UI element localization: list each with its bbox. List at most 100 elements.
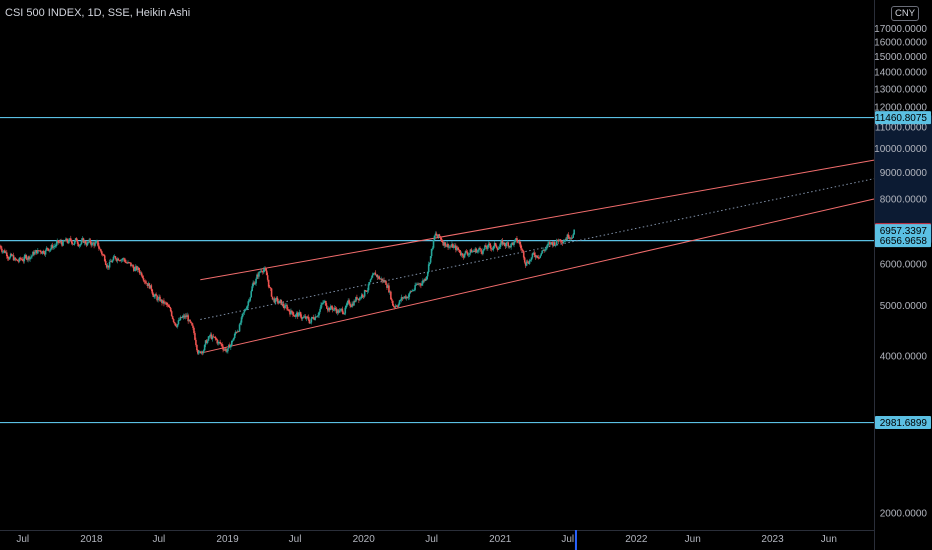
candle-body [327, 308, 329, 311]
candle-body [567, 234, 570, 238]
candle-body [52, 246, 55, 248]
candle-body [233, 333, 236, 339]
candle-body [511, 242, 513, 244]
channel-lower-line[interactable] [200, 198, 875, 354]
candle-body [316, 316, 318, 318]
channel-mid-line[interactable] [200, 178, 875, 320]
candle-body [398, 300, 401, 305]
candle-body [182, 315, 185, 318]
price-axis-panel[interactable] [874, 0, 932, 550]
candle-body [20, 258, 23, 260]
price-level-tag[interactable] [875, 416, 931, 430]
candle-body [200, 351, 203, 354]
candle-body [519, 241, 521, 245]
candle-body [232, 338, 235, 341]
candle-body [408, 293, 411, 297]
candle-body [497, 248, 500, 250]
candle-body [495, 245, 498, 248]
price-level-tag-label: 2981.6899 [880, 418, 928, 429]
price-tag[interactable] [875, 224, 931, 238]
candle-body [156, 295, 158, 301]
candle-body [550, 242, 552, 245]
candle-body [531, 253, 534, 258]
y-tick-label: 17000.0000 [874, 24, 927, 35]
candle-body [466, 252, 469, 255]
candle-body [86, 242, 89, 246]
candle-body [157, 298, 159, 301]
candle-body [72, 244, 75, 245]
candle-body [276, 297, 279, 302]
candle-body [74, 238, 77, 242]
candle-body [333, 307, 336, 310]
candle-body [203, 344, 206, 351]
price-tag[interactable] [875, 234, 931, 248]
candle-body [540, 253, 542, 256]
candle-body [294, 316, 296, 317]
candle-body [8, 257, 11, 260]
channel-upper-line[interactable] [200, 159, 875, 281]
candle-body [168, 307, 171, 308]
candle-body [536, 255, 539, 258]
candle-body [246, 305, 249, 310]
candle-body [252, 282, 254, 287]
y-tick-label: 14000.0000 [874, 68, 927, 79]
candle-body [55, 243, 58, 247]
candle-body [346, 302, 349, 306]
candle-body [163, 300, 165, 304]
candle-body [512, 242, 514, 245]
candle-body [57, 240, 59, 243]
candle-body [355, 297, 357, 302]
candle-body [409, 291, 412, 294]
candle-body [149, 285, 152, 289]
candle-body [99, 248, 101, 250]
candle-body [287, 309, 289, 311]
candle-body [396, 306, 399, 307]
candle-body [434, 233, 437, 236]
candle-body [305, 316, 308, 319]
candle-body [522, 251, 525, 258]
y-tick-label: 4000.0000 [880, 352, 928, 363]
candle-body [171, 316, 174, 320]
y-tick-label: 8000.0000 [880, 195, 928, 206]
candle-body [94, 243, 96, 246]
candle-body [158, 296, 160, 299]
candle-body [354, 301, 356, 302]
candle-body [10, 254, 13, 256]
candle-body [243, 310, 246, 313]
y-tick-label: 2000.0000 [880, 509, 928, 520]
x-tick-label: 2021 [489, 534, 512, 545]
candle-body [476, 251, 478, 253]
candle-body [235, 332, 238, 333]
candle-body [263, 269, 265, 273]
candle-body [524, 262, 527, 266]
candle-body [249, 297, 252, 301]
candle-body [341, 308, 344, 313]
candle-body [415, 284, 417, 286]
candle-body [500, 240, 503, 244]
price-level-tag[interactable] [875, 111, 931, 125]
candle-body [3, 250, 5, 252]
candle-body [326, 305, 328, 309]
candle-body [327, 307, 330, 311]
candle-body [93, 242, 95, 246]
candle-body [320, 304, 322, 309]
candle-body [402, 297, 405, 299]
candle-body [467, 254, 470, 256]
price-level-tag-label: 11460.8075 [875, 113, 928, 124]
candle-body [268, 286, 271, 288]
currency-badge[interactable]: CNY [891, 6, 920, 21]
candle-body [471, 251, 474, 253]
candle-body [514, 239, 516, 243]
candle-body [437, 234, 440, 237]
candle-body [547, 243, 549, 246]
candle-body [161, 299, 163, 304]
candle-body [389, 291, 391, 293]
candle-body [97, 240, 99, 246]
candle-body [134, 266, 137, 269]
candle-body [299, 312, 302, 317]
candle-body [100, 249, 102, 252]
candle-body [30, 256, 32, 258]
candle-body [400, 297, 403, 301]
candle-body [202, 350, 205, 353]
